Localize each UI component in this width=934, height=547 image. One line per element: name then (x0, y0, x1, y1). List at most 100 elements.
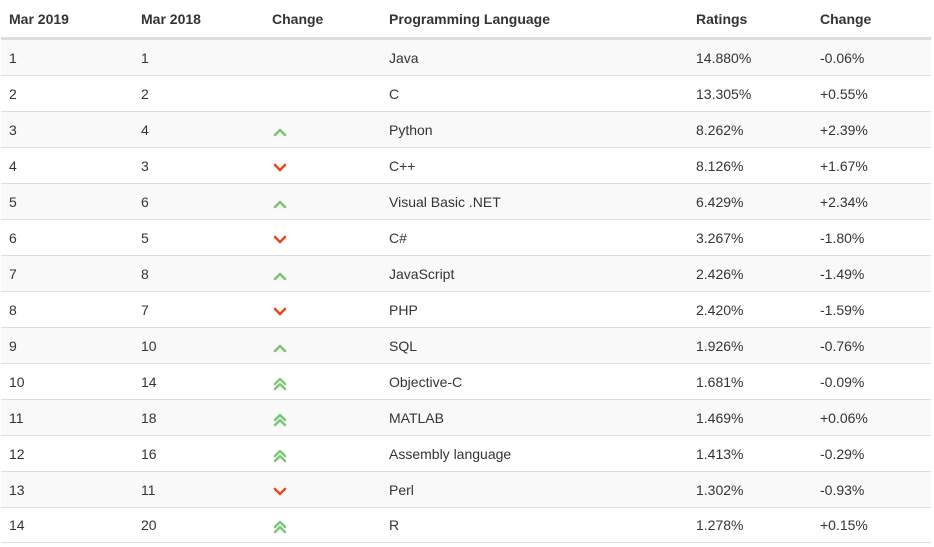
rating-value: 1.302% (696, 481, 744, 498)
language-name: Visual Basic .NET (389, 193, 501, 210)
chevron-up-icon (272, 341, 288, 355)
chevron-down-icon (272, 233, 288, 247)
table-row: 8 7 PHP 2.420% -1.59% (1, 291, 931, 327)
language-name: Perl (389, 481, 414, 498)
rating-change: +1.67% (820, 157, 868, 174)
language-name: MATLAB (389, 409, 444, 426)
rank-2018: 7 (141, 301, 149, 318)
rating-value: 1.278% (696, 517, 744, 533)
table-row: 7 8 JavaScript 2.426% -1.49% (1, 255, 931, 291)
chevron-up-icon (272, 269, 288, 283)
language-name: C++ (389, 157, 416, 174)
rank-2018: 3 (141, 157, 149, 174)
header-change-position[interactable]: Change (272, 10, 324, 27)
rating-change: +2.34% (820, 193, 868, 210)
rating-change: +2.39% (820, 121, 868, 138)
header-programming-language[interactable]: Programming Language (389, 10, 551, 27)
language-name: Java (389, 49, 419, 66)
trend-cell (264, 337, 381, 353)
rank-2019: 4 (9, 157, 17, 174)
rating-change: -1.49% (820, 265, 865, 282)
table-row: 13 11 Perl 1.302% -0.93% (1, 471, 931, 507)
rating-value: 13.305% (696, 85, 752, 102)
trend-cell (264, 373, 381, 391)
language-name: Objective-C (389, 373, 463, 390)
table-header: Mar 2019 Mar 2018 Change Programming Lan… (1, 0, 931, 39)
table-row: 1 1 Java 14.880% -0.06% (1, 39, 931, 75)
table-row: 2 2 C 13.305% +0.55% (1, 75, 931, 111)
table-row: 14 20 R 1.278% +0.15% (1, 507, 931, 543)
rank-2018: 4 (141, 121, 149, 138)
double-chevron-up-icon (272, 413, 288, 427)
language-name: Assembly language (389, 445, 512, 462)
rank-2019: 8 (9, 301, 17, 318)
rank-2018: 6 (141, 193, 149, 210)
rating-change: -0.09% (820, 373, 865, 390)
rank-2019: 10 (9, 373, 25, 390)
rating-value: 1.469% (696, 409, 744, 426)
rank-2018: 16 (141, 445, 157, 462)
rating-value: 2.426% (696, 265, 744, 282)
rating-value: 1.681% (696, 373, 744, 390)
trend-cell (264, 301, 381, 317)
rating-value: 14.880% (696, 49, 752, 66)
trend-cell (264, 445, 381, 463)
double-chevron-up-icon (272, 377, 288, 391)
rating-change: -0.76% (820, 337, 865, 354)
rank-2019: 2 (9, 85, 17, 102)
rating-change: -0.93% (820, 481, 865, 498)
rank-2019: 5 (9, 193, 17, 210)
rank-2018: 8 (141, 265, 149, 282)
rating-value: 8.262% (696, 121, 744, 138)
rank-2019: 9 (9, 337, 17, 354)
table-row: 6 5 C# 3.267% -1.80% (1, 219, 931, 255)
trend-cell (264, 229, 381, 245)
table-row: 3 4 Python 8.262% +2.39% (1, 111, 931, 147)
rating-change: +0.55% (820, 85, 868, 102)
trend-cell (264, 121, 381, 137)
rating-value: 1.413% (696, 445, 744, 462)
rating-change: -1.59% (820, 301, 865, 318)
rank-2019: 3 (9, 121, 17, 138)
table-row: 5 6 Visual Basic .NET 6.429% +2.34% (1, 183, 931, 219)
language-name: Python (389, 121, 433, 138)
rank-2019: 13 (9, 481, 25, 498)
rank-2018: 2 (141, 85, 149, 102)
chevron-up-icon (272, 125, 288, 139)
rating-change: -0.29% (820, 445, 865, 462)
language-name: R (389, 517, 400, 533)
double-chevron-up-icon (272, 520, 288, 534)
trend-cell (264, 193, 381, 209)
trend-cell (264, 517, 381, 534)
language-name: PHP (389, 301, 418, 318)
table-row: 12 16 Assembly language 1.413% -0.29% (1, 435, 931, 471)
rank-2019: 12 (9, 445, 25, 462)
header-mar-2019[interactable]: Mar 2019 (9, 10, 69, 27)
language-name: JavaScript (389, 265, 455, 282)
trend-cell (264, 409, 381, 427)
rank-2018: 1 (141, 49, 149, 66)
chevron-up-icon (272, 197, 288, 211)
header-change-rating[interactable]: Change (820, 10, 872, 27)
rating-change: +0.15% (820, 517, 868, 533)
rank-2018: 11 (141, 481, 156, 498)
double-chevron-up-icon (272, 449, 288, 463)
rank-2019: 11 (9, 409, 24, 426)
rank-2018: 10 (141, 337, 157, 354)
trend-cell (264, 265, 381, 281)
trend-cell (264, 481, 381, 497)
rating-change: +0.06% (820, 409, 868, 426)
rank-2018: 5 (141, 229, 149, 246)
header-ratings[interactable]: Ratings (696, 10, 748, 27)
table-row: 4 3 C++ 8.126% +1.67% (1, 147, 931, 183)
header-mar-2018[interactable]: Mar 2018 (141, 10, 201, 27)
rating-value: 1.926% (696, 337, 744, 354)
rank-2018: 20 (141, 517, 157, 533)
rank-2019: 7 (9, 265, 17, 282)
rating-change: -0.06% (820, 49, 865, 66)
rating-value: 6.429% (696, 193, 744, 210)
table-row: 11 18 MATLAB 1.469% +0.06% (1, 399, 931, 435)
table-body: 1 1 Java 14.880% -0.06% 2 2 C 13.305% +0.55% 3 4 Pyt… (1, 39, 931, 543)
language-name: C (389, 85, 400, 102)
